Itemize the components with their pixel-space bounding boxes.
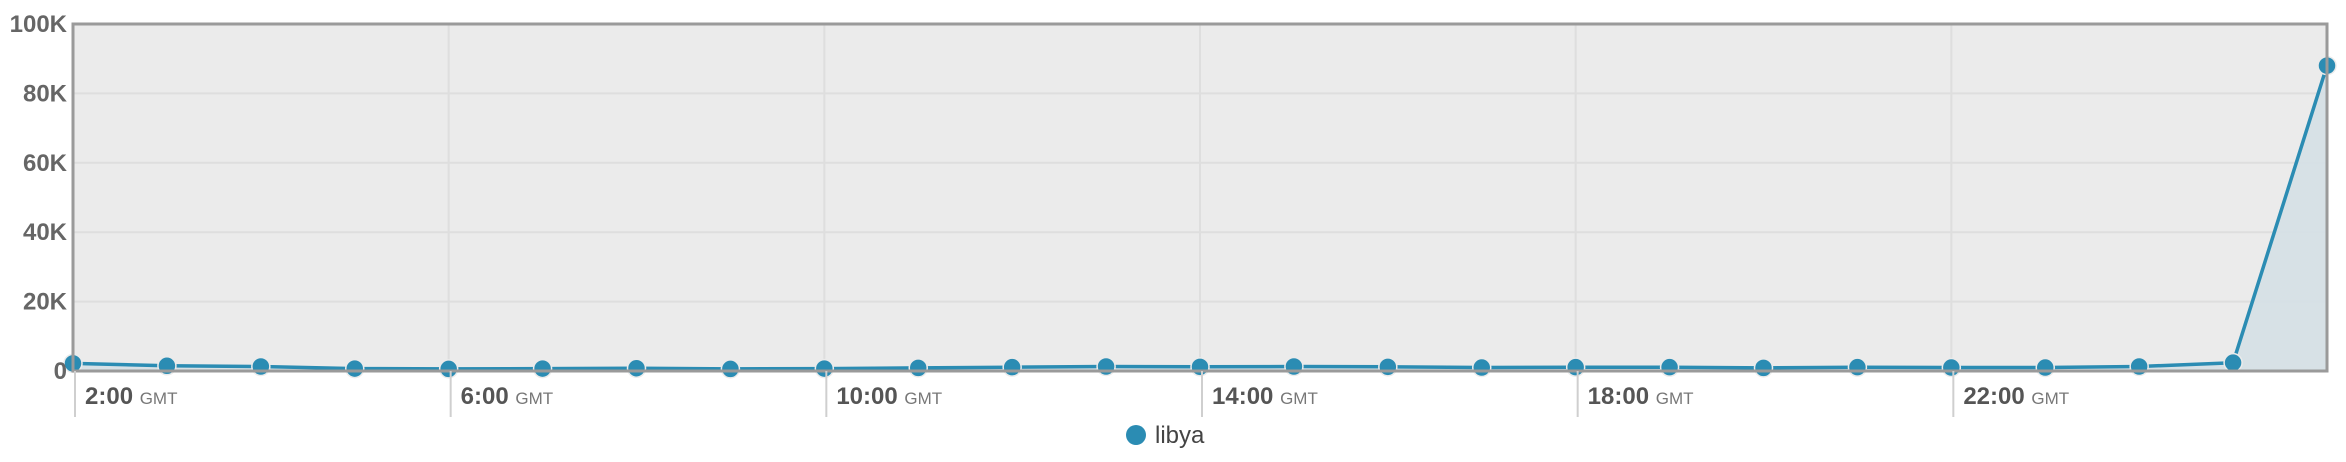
data-point[interactable] [2129,356,2149,377]
data-point[interactable] [814,358,835,379]
x-axis-ticks: 2:00 GMT 6:00 GMT 10:00 GMT 14:00 GMT 18:00 … [74,371,2069,417]
data-point[interactable] [438,359,459,379]
y-tick-label: 80K [23,80,68,107]
data-point[interactable] [2223,352,2243,373]
data-point[interactable] [1659,357,1680,377]
y-tick-label: 20K [23,289,68,316]
data-point[interactable] [626,358,647,378]
y-tick-label: 0 [54,358,67,385]
x-tick-label: 2:00 GMT [85,383,177,410]
data-point[interactable] [532,358,553,379]
y-axis-ticks: 0 20K 40K 60K 80K 100K [10,11,68,385]
x-tick-suffix: GMT [904,389,942,408]
data-point[interactable] [720,359,741,379]
x-tick-suffix: GMT [140,389,178,408]
data-point[interactable] [1847,357,1868,377]
x-tick-suffix: GMT [2031,389,2069,408]
x-tick-label: 10:00 GMT [836,383,942,410]
data-point[interactable] [1753,358,1774,378]
data-point[interactable] [1190,357,1210,377]
y-tick-label: 60K [23,150,68,177]
data-point[interactable] [1378,357,1398,377]
x-tick-suffix: GMT [1280,389,1318,408]
y-tick-label: 100K [10,11,68,38]
plot-border [71,22,2329,373]
x-tick-label: 18:00 GMT [1588,383,1694,410]
legend-label-libya[interactable]: libya [1155,422,1205,449]
x-tick-label: 14:00 GMT [1212,383,1318,410]
x-tick-label: 22:00 GMT [1963,383,2069,410]
data-point[interactable] [345,358,365,379]
data-point[interactable] [1941,357,1962,378]
legend[interactable]: libya [1126,422,1205,449]
data-point[interactable] [1565,357,1586,377]
x-tick-suffix: GMT [515,389,553,408]
y-tick-label: 40K [23,219,68,246]
data-point[interactable] [1472,357,1492,378]
x-tick-label: 6:00 GMT [461,383,553,410]
data-point[interactable] [1002,357,1022,377]
data-point[interactable] [251,356,271,377]
x-tick-suffix: GMT [1656,389,1694,408]
gridlines [73,24,2327,371]
legend-marker-libya[interactable] [1126,425,1146,445]
data-point[interactable] [908,358,928,378]
data-point[interactable] [1284,356,1304,377]
data-point[interactable] [2035,357,2055,378]
data-point[interactable] [1096,356,1116,377]
